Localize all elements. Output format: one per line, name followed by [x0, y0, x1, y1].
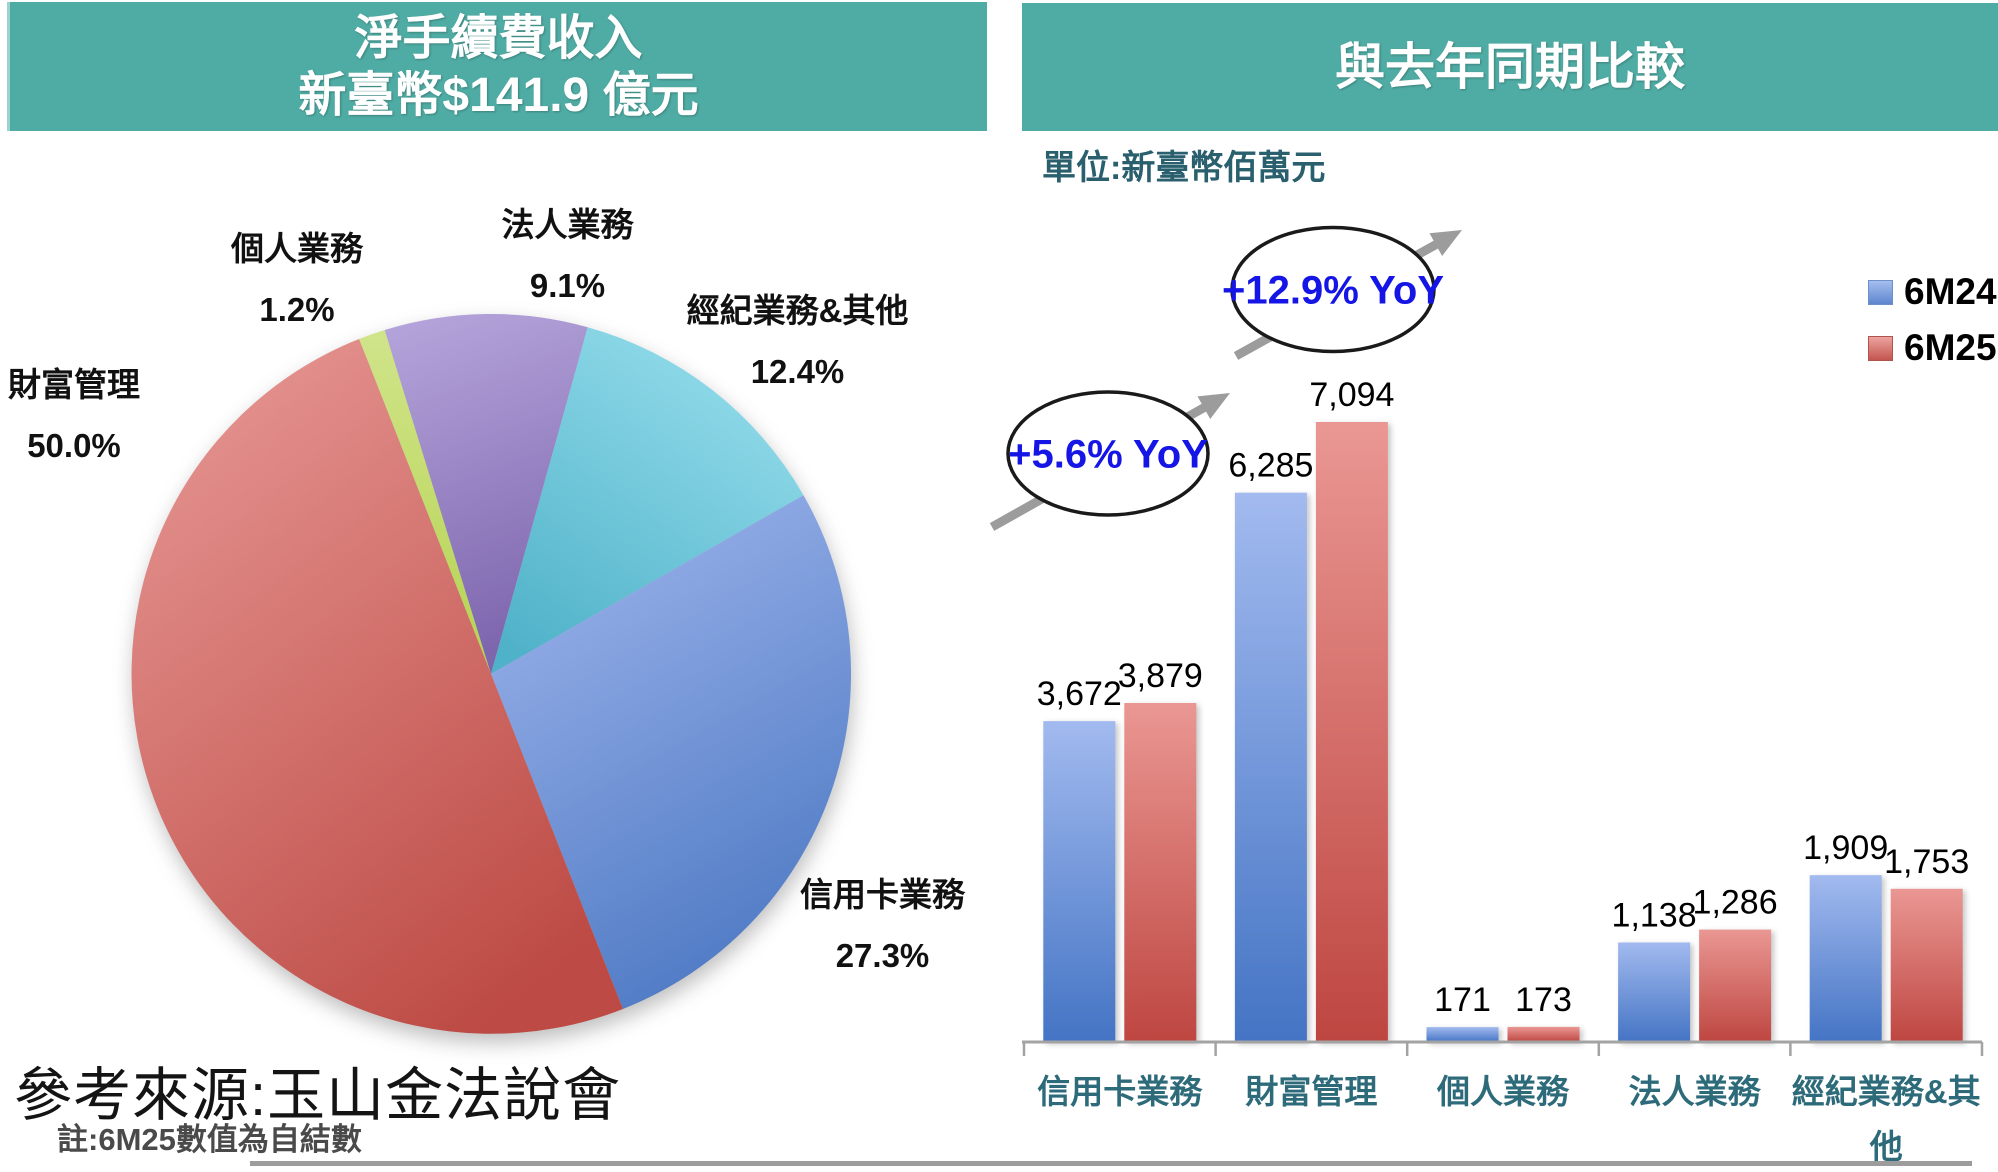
category-label: 經紀業務&其	[1792, 1073, 1981, 1110]
bar-value-label: 1,138	[1612, 897, 1697, 935]
pie-label-brokerage-other: 經紀業務&其他 12.4%	[675, 284, 920, 391]
pie-label-name: 經紀業務&其他	[686, 292, 909, 329]
pie-label-name: 法人業務	[501, 206, 634, 243]
growth-arrow-head	[1197, 393, 1230, 420]
source-text: 參考來源:玉山金法說會	[14, 1063, 622, 1128]
bar-6M25-2	[1315, 422, 1388, 1042]
pie-slice-1	[359, 330, 491, 674]
pie-label-personal-banking: 個人業務 1.2%	[180, 222, 414, 329]
bar-value-label: 1,286	[1693, 884, 1778, 922]
right-panel-header: 與去年同期比較	[1022, 3, 1998, 131]
category-label: 信用卡業務	[1037, 1073, 1203, 1110]
legend-item-6m25: 6M25	[1868, 327, 1997, 369]
pie-label-credit-card: 信用卡業務 27.3%	[765, 868, 1000, 975]
category-label: 財富管理	[1245, 1073, 1377, 1110]
pie-label-percent: 50.0%	[27, 427, 121, 464]
bar-6M25-4	[1699, 929, 1772, 1042]
pie-label-wealth-management: 財富管理 50.0%	[0, 358, 150, 465]
bar-value-label: 171	[1434, 981, 1491, 1019]
legend-item-6m24: 6M24	[1868, 271, 1997, 313]
bar-6M25-1	[1124, 703, 1197, 1042]
bar-6M24-1	[1043, 721, 1116, 1042]
pie-slice-4	[491, 495, 852, 1009]
pie-label-name: 個人業務	[231, 230, 363, 267]
bar-category-labels-group: 信用卡業務 財富管理 個人業務 法人業務 經紀業務&其他	[1037, 1073, 1980, 1165]
category-label: 法人業務	[1629, 1073, 1762, 1110]
yoy-annotation-text: +5.6% YoY	[1008, 433, 1208, 477]
bar-value-label: 6,285	[1228, 447, 1313, 485]
left-panel-header: 淨手續費收入 新臺幣$141.9 億元	[7, 2, 987, 131]
pie-label-name: 信用卡業務	[800, 876, 965, 913]
annotation-ellipse	[1006, 390, 1210, 517]
pie-slice-5	[131, 339, 623, 1034]
yoy-annotation-text: +12.9% YoY	[1222, 269, 1444, 313]
annotation-ellipse	[1230, 225, 1436, 354]
pie-label-percent: 9.1%	[529, 267, 606, 304]
bar-axis-group	[1022, 1040, 1984, 1056]
growth-arrow-head	[1429, 230, 1462, 256]
bar-value-label: 3,879	[1118, 657, 1203, 695]
bar-value-label: 173	[1515, 981, 1572, 1019]
bar-6M24-2	[1234, 492, 1307, 1042]
bar-6M25-3	[1507, 1026, 1580, 1042]
bar-value-label: 1,753	[1884, 843, 1969, 881]
left-header-title-line1: 淨手續費收入	[354, 11, 643, 65]
bar-value-label: 3,672	[1037, 675, 1122, 713]
bar-6M24-3	[1426, 1027, 1499, 1042]
bottom-divider	[250, 1161, 1972, 1166]
pie-label-corporate-banking: 法人業務 9.1%	[455, 198, 680, 305]
bar-6M24-4	[1618, 942, 1691, 1042]
bar-value-label: 7,094	[1309, 376, 1394, 414]
bar-legend: 6M24 6M25	[1868, 271, 1997, 369]
pie-label-name: 財富管理	[8, 366, 140, 403]
pie-label-percent: 27.3%	[835, 937, 930, 974]
bar-value-label: 1,909	[1803, 829, 1888, 867]
category-label: 他	[1869, 1128, 1903, 1165]
pie-slices-group	[131, 314, 852, 1034]
pie-label-percent: 12.4%	[750, 353, 845, 390]
bar-6M25-5	[1890, 888, 1963, 1042]
legend-swatch-6m24	[1868, 279, 1893, 305]
bar-6M24-5	[1809, 875, 1882, 1042]
right-header-title: 與去年同期比較	[1335, 38, 1685, 95]
bar-value-labels-group: 3,672 6,285 171 1,138 1,909 3,879 7,094 173 1,28…	[1037, 376, 1969, 1019]
legend-label-6m25: 6M25	[1904, 327, 1997, 368]
pie-slice-2	[384, 314, 588, 674]
pie-slice-3	[491, 327, 804, 674]
category-label: 個人業務	[1436, 1073, 1570, 1110]
left-header-title-line2: 新臺幣$141.9 億元	[298, 68, 699, 122]
bar-annotations-group: +5.6% YoY +12.9% YoY	[989, 225, 1462, 531]
unit-label: 單位:新臺幣佰萬元	[1042, 149, 1326, 187]
note-text: 註:6M25數值為自結數	[57, 1122, 362, 1157]
legend-label-6m24: 6M24	[1904, 271, 1997, 312]
pie-label-percent: 1.2%	[259, 291, 335, 328]
legend-swatch-6m25	[1868, 335, 1893, 361]
bar-rects-group	[1043, 422, 1963, 1042]
